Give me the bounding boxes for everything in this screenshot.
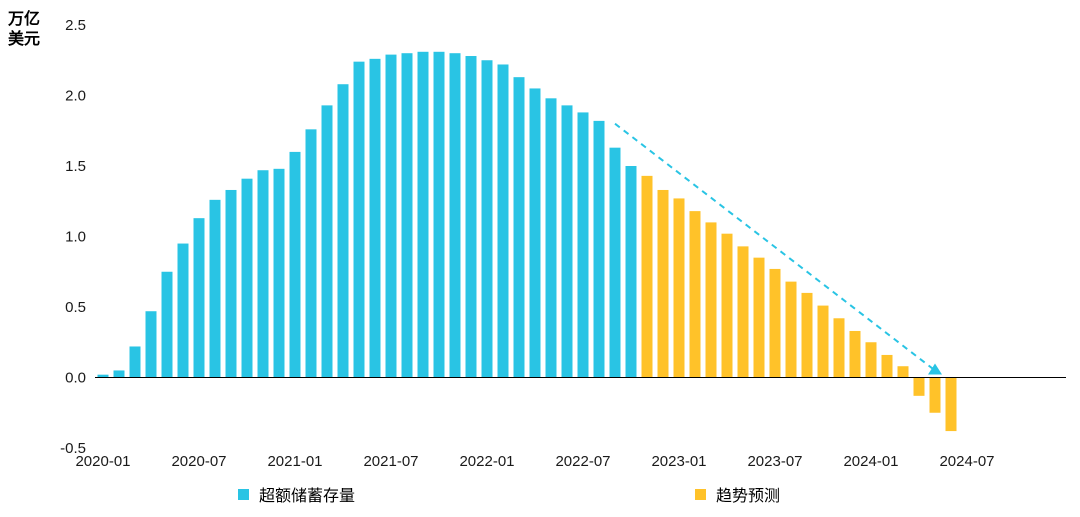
forecast-bar	[833, 318, 845, 378]
actual-bar	[625, 166, 637, 378]
actual-bar	[449, 53, 461, 378]
y-tick-label: 2.0	[65, 88, 86, 105]
actual-bar	[593, 120, 605, 378]
forecast-bar	[705, 222, 717, 378]
actual-bar	[545, 98, 557, 378]
actual-bar	[225, 189, 237, 378]
trend-end-triangle-marker	[928, 363, 942, 375]
y-tick-label: 0.5	[65, 299, 86, 316]
legend-item-forecast: 趋势预测	[695, 482, 780, 506]
forecast-bar	[689, 211, 701, 378]
forecast-bar	[913, 377, 925, 396]
x-tick-label: 2021-07	[363, 453, 418, 470]
actual-bar	[465, 56, 477, 378]
actual-bar	[497, 64, 509, 378]
y-axis-unit-line2: 美元	[8, 31, 41, 48]
actual-bar	[385, 54, 397, 378]
x-tick-label: 2020-01	[75, 453, 130, 470]
y-axis-unit-line1: 万亿	[8, 11, 41, 28]
x-tick-label: 2020-07	[171, 453, 226, 470]
y-tick-label: 2.5	[65, 17, 86, 34]
y-axis-unit-label: 万亿 美元	[8, 10, 40, 50]
forecast-bar	[801, 292, 813, 378]
actual-bar	[257, 170, 269, 378]
forecast-bar	[849, 330, 861, 378]
actual-bar	[289, 151, 301, 378]
x-tick-label: 2024-07	[939, 453, 994, 470]
forecast-bar	[897, 366, 909, 378]
legend-swatch-actual	[238, 488, 249, 500]
x-tick-label: 2021-01	[267, 453, 322, 470]
actual-bar	[241, 178, 253, 378]
x-tick-label: 2023-07	[747, 453, 802, 470]
actual-bar	[513, 77, 525, 378]
forecast-bar	[817, 305, 829, 378]
actual-bar	[561, 105, 573, 378]
y-tick-label: 0.0	[65, 370, 86, 387]
forecast-bar	[657, 189, 669, 378]
actual-bar	[273, 168, 285, 378]
actual-bar	[577, 112, 589, 378]
actual-bar	[433, 51, 445, 378]
legend-swatch-forecast	[695, 488, 707, 500]
forecast-bar	[881, 354, 893, 378]
y-tick-label: 1.5	[65, 158, 86, 175]
actual-bar	[193, 218, 205, 378]
forecast-bar	[945, 377, 957, 432]
actual-bar	[353, 61, 365, 378]
y-tick-label: -0.5	[60, 440, 86, 457]
actual-bar	[401, 53, 413, 378]
x-tick-label: 2022-07	[555, 453, 610, 470]
legend-item-actual: 超额储蓄存量	[238, 482, 355, 506]
legend-label-forecast: 趋势预测	[716, 488, 781, 505]
actual-bar	[161, 271, 173, 378]
actual-bar	[481, 60, 493, 378]
chart-legend: 超额储蓄存量 趋势预测	[0, 482, 1080, 506]
y-tick-label: 1.0	[65, 229, 86, 246]
actual-bar	[609, 147, 621, 378]
trend-dashed-line	[614, 122, 936, 372]
actual-bar	[129, 346, 141, 378]
actual-bar	[305, 129, 317, 378]
forecast-bar	[721, 233, 733, 378]
actual-bar	[177, 243, 189, 378]
actual-bar	[113, 370, 125, 378]
forecast-bar	[753, 257, 765, 378]
legend-label-actual: 超额储蓄存量	[259, 488, 356, 505]
forecast-bar	[785, 281, 797, 378]
actual-bar	[529, 88, 541, 378]
actual-bar	[145, 311, 157, 378]
actual-bar	[369, 58, 381, 378]
actual-bar	[97, 374, 109, 378]
actual-bar	[337, 84, 349, 378]
forecast-bar	[769, 268, 781, 378]
actual-bar	[417, 51, 429, 378]
forecast-bar	[929, 377, 941, 413]
forecast-bar	[641, 175, 653, 378]
forecast-bar	[737, 246, 749, 378]
forecast-bar	[673, 198, 685, 378]
forecast-bar	[865, 342, 877, 378]
actual-bar	[209, 199, 221, 378]
x-tick-label: 2022-01	[459, 453, 514, 470]
actual-bar	[321, 105, 333, 378]
x-tick-label: 2023-01	[651, 453, 706, 470]
x-tick-label: 2024-01	[843, 453, 898, 470]
